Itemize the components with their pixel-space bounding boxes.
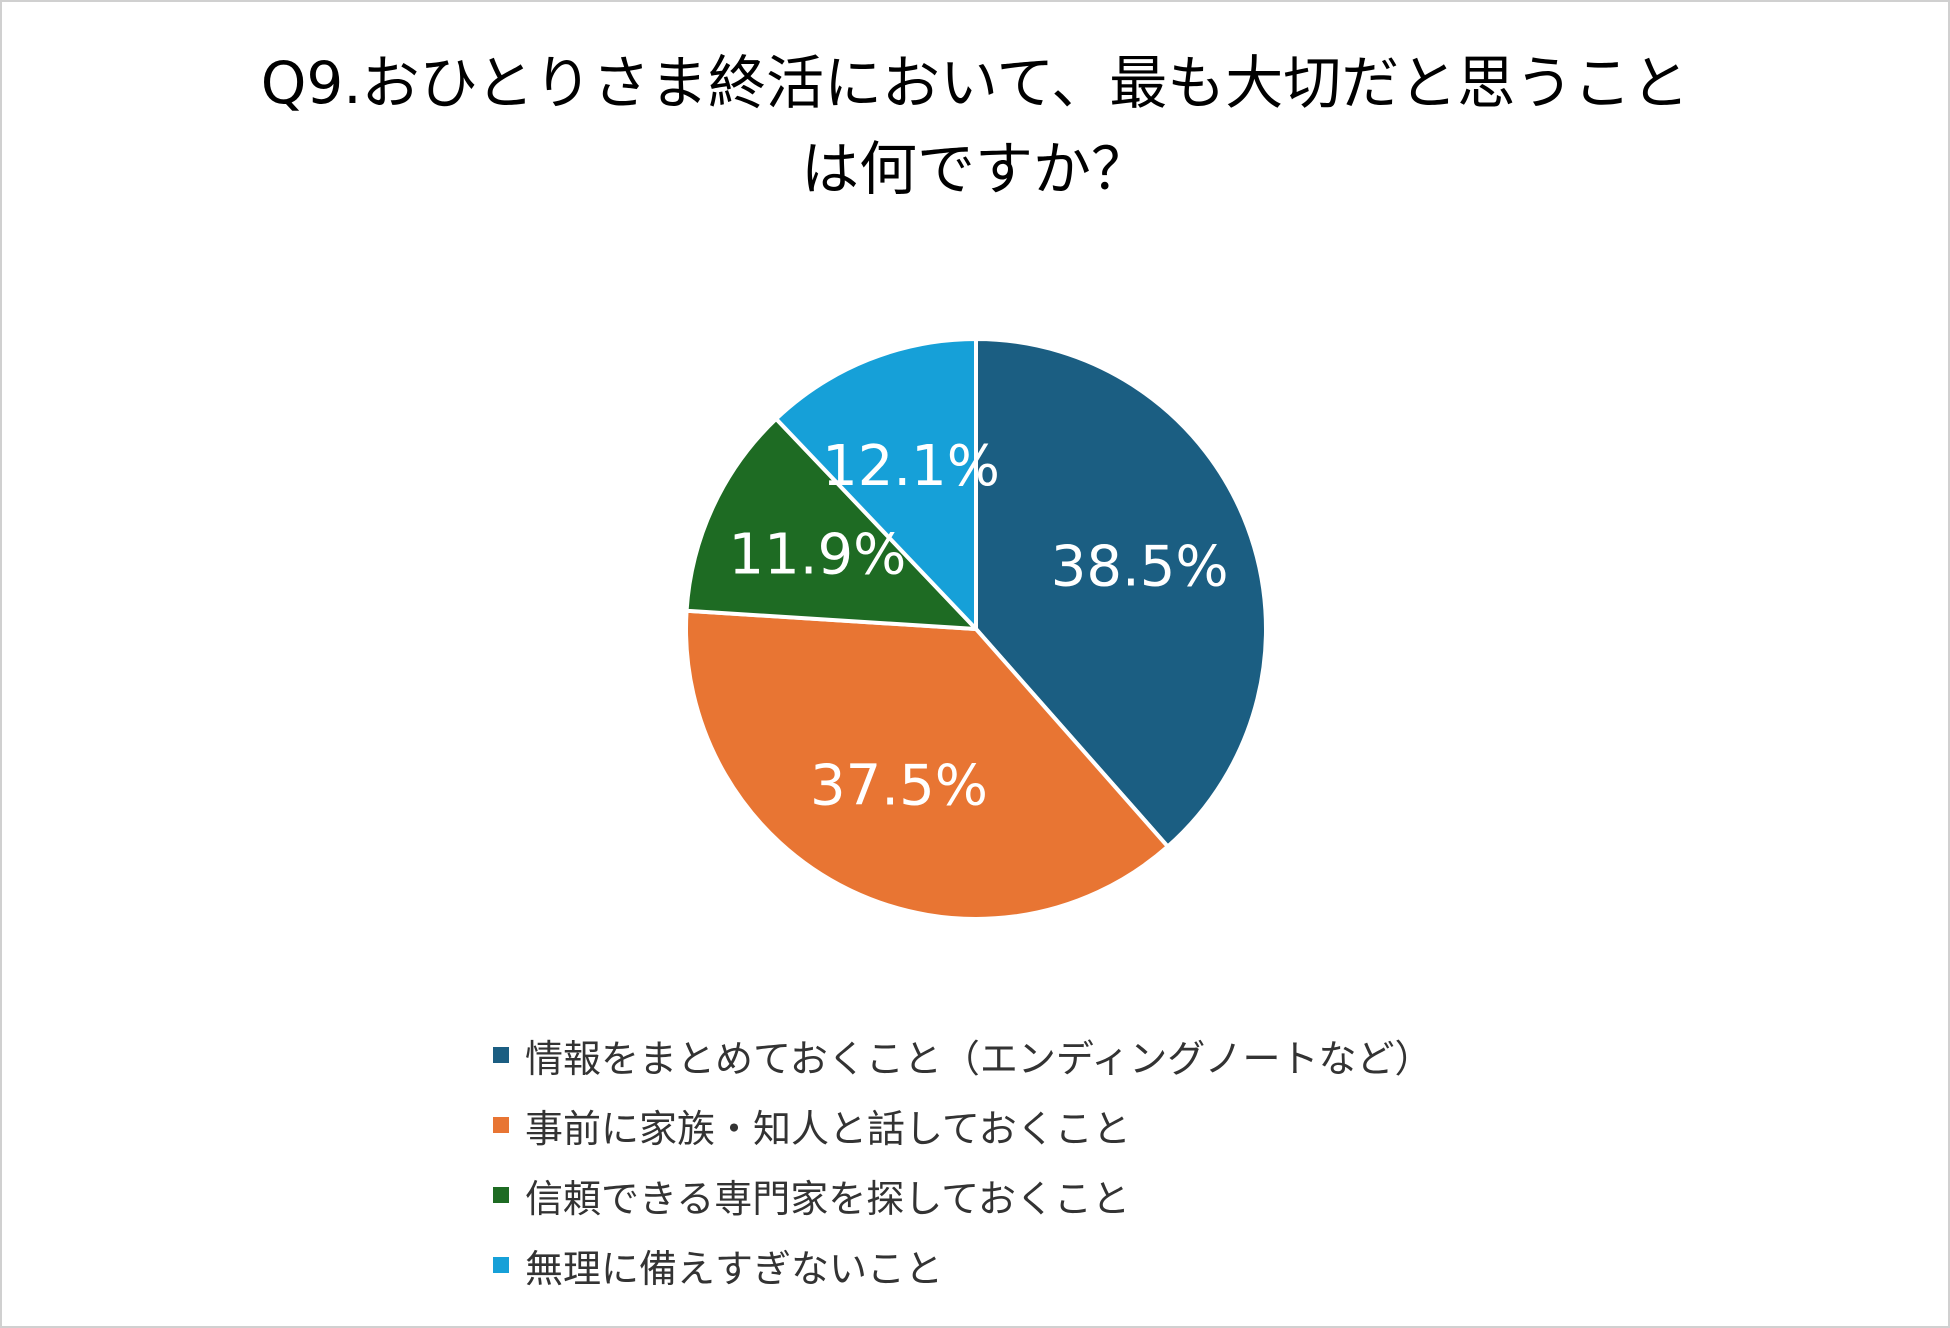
legend-item: 情報をまとめておくこと（エンディングノートなど） (493, 1020, 1432, 1090)
pie-slice (774, 337, 978, 631)
legend-item: 信頼できる専門家を探しておくこと (493, 1160, 1432, 1230)
legend-label: 情報をまとめておくこと（エンディングノートなど） (525, 1036, 1433, 1081)
pie-slice (684, 416, 978, 631)
legend-swatch (493, 1117, 509, 1133)
chart-legend: 情報をまとめておくこと（エンディングノートなど） 事前に家族・知人と話しておくこ… (493, 1020, 1432, 1300)
legend-item: 事前に家族・知人と話しておくこと (493, 1090, 1432, 1160)
pie-slice-data-label: 37.5% (810, 754, 988, 819)
chart-title-line-2: は何ですか？ (800, 135, 1149, 203)
pie-slice-data-label: 12.1% (822, 434, 1000, 499)
legend-label: 事前に家族・知人と話しておくこと (525, 1106, 1131, 1151)
pie-slice (974, 337, 1268, 849)
pie-slice-data-label: 38.5% (1051, 535, 1229, 600)
legend-label: 信頼できる専門家を探しておくこと (525, 1176, 1130, 1221)
chart-title-line-1: Q9.おひとりさま終活において、最も大切だと思うこと (260, 49, 1690, 117)
chart-title: Q9.おひとりさま終活において、最も大切だと思うこと は何ですか？ (0, 40, 1950, 212)
legend-swatch (493, 1187, 509, 1203)
legend-item: 無理に備えすぎないこと (493, 1230, 1432, 1300)
legend-swatch (493, 1047, 509, 1063)
legend-swatch (493, 1257, 509, 1273)
pie-slice-data-label: 11.9% (728, 522, 906, 587)
pie-slice (684, 608, 1170, 921)
legend-label: 無理に備えすぎないこと (525, 1246, 944, 1291)
